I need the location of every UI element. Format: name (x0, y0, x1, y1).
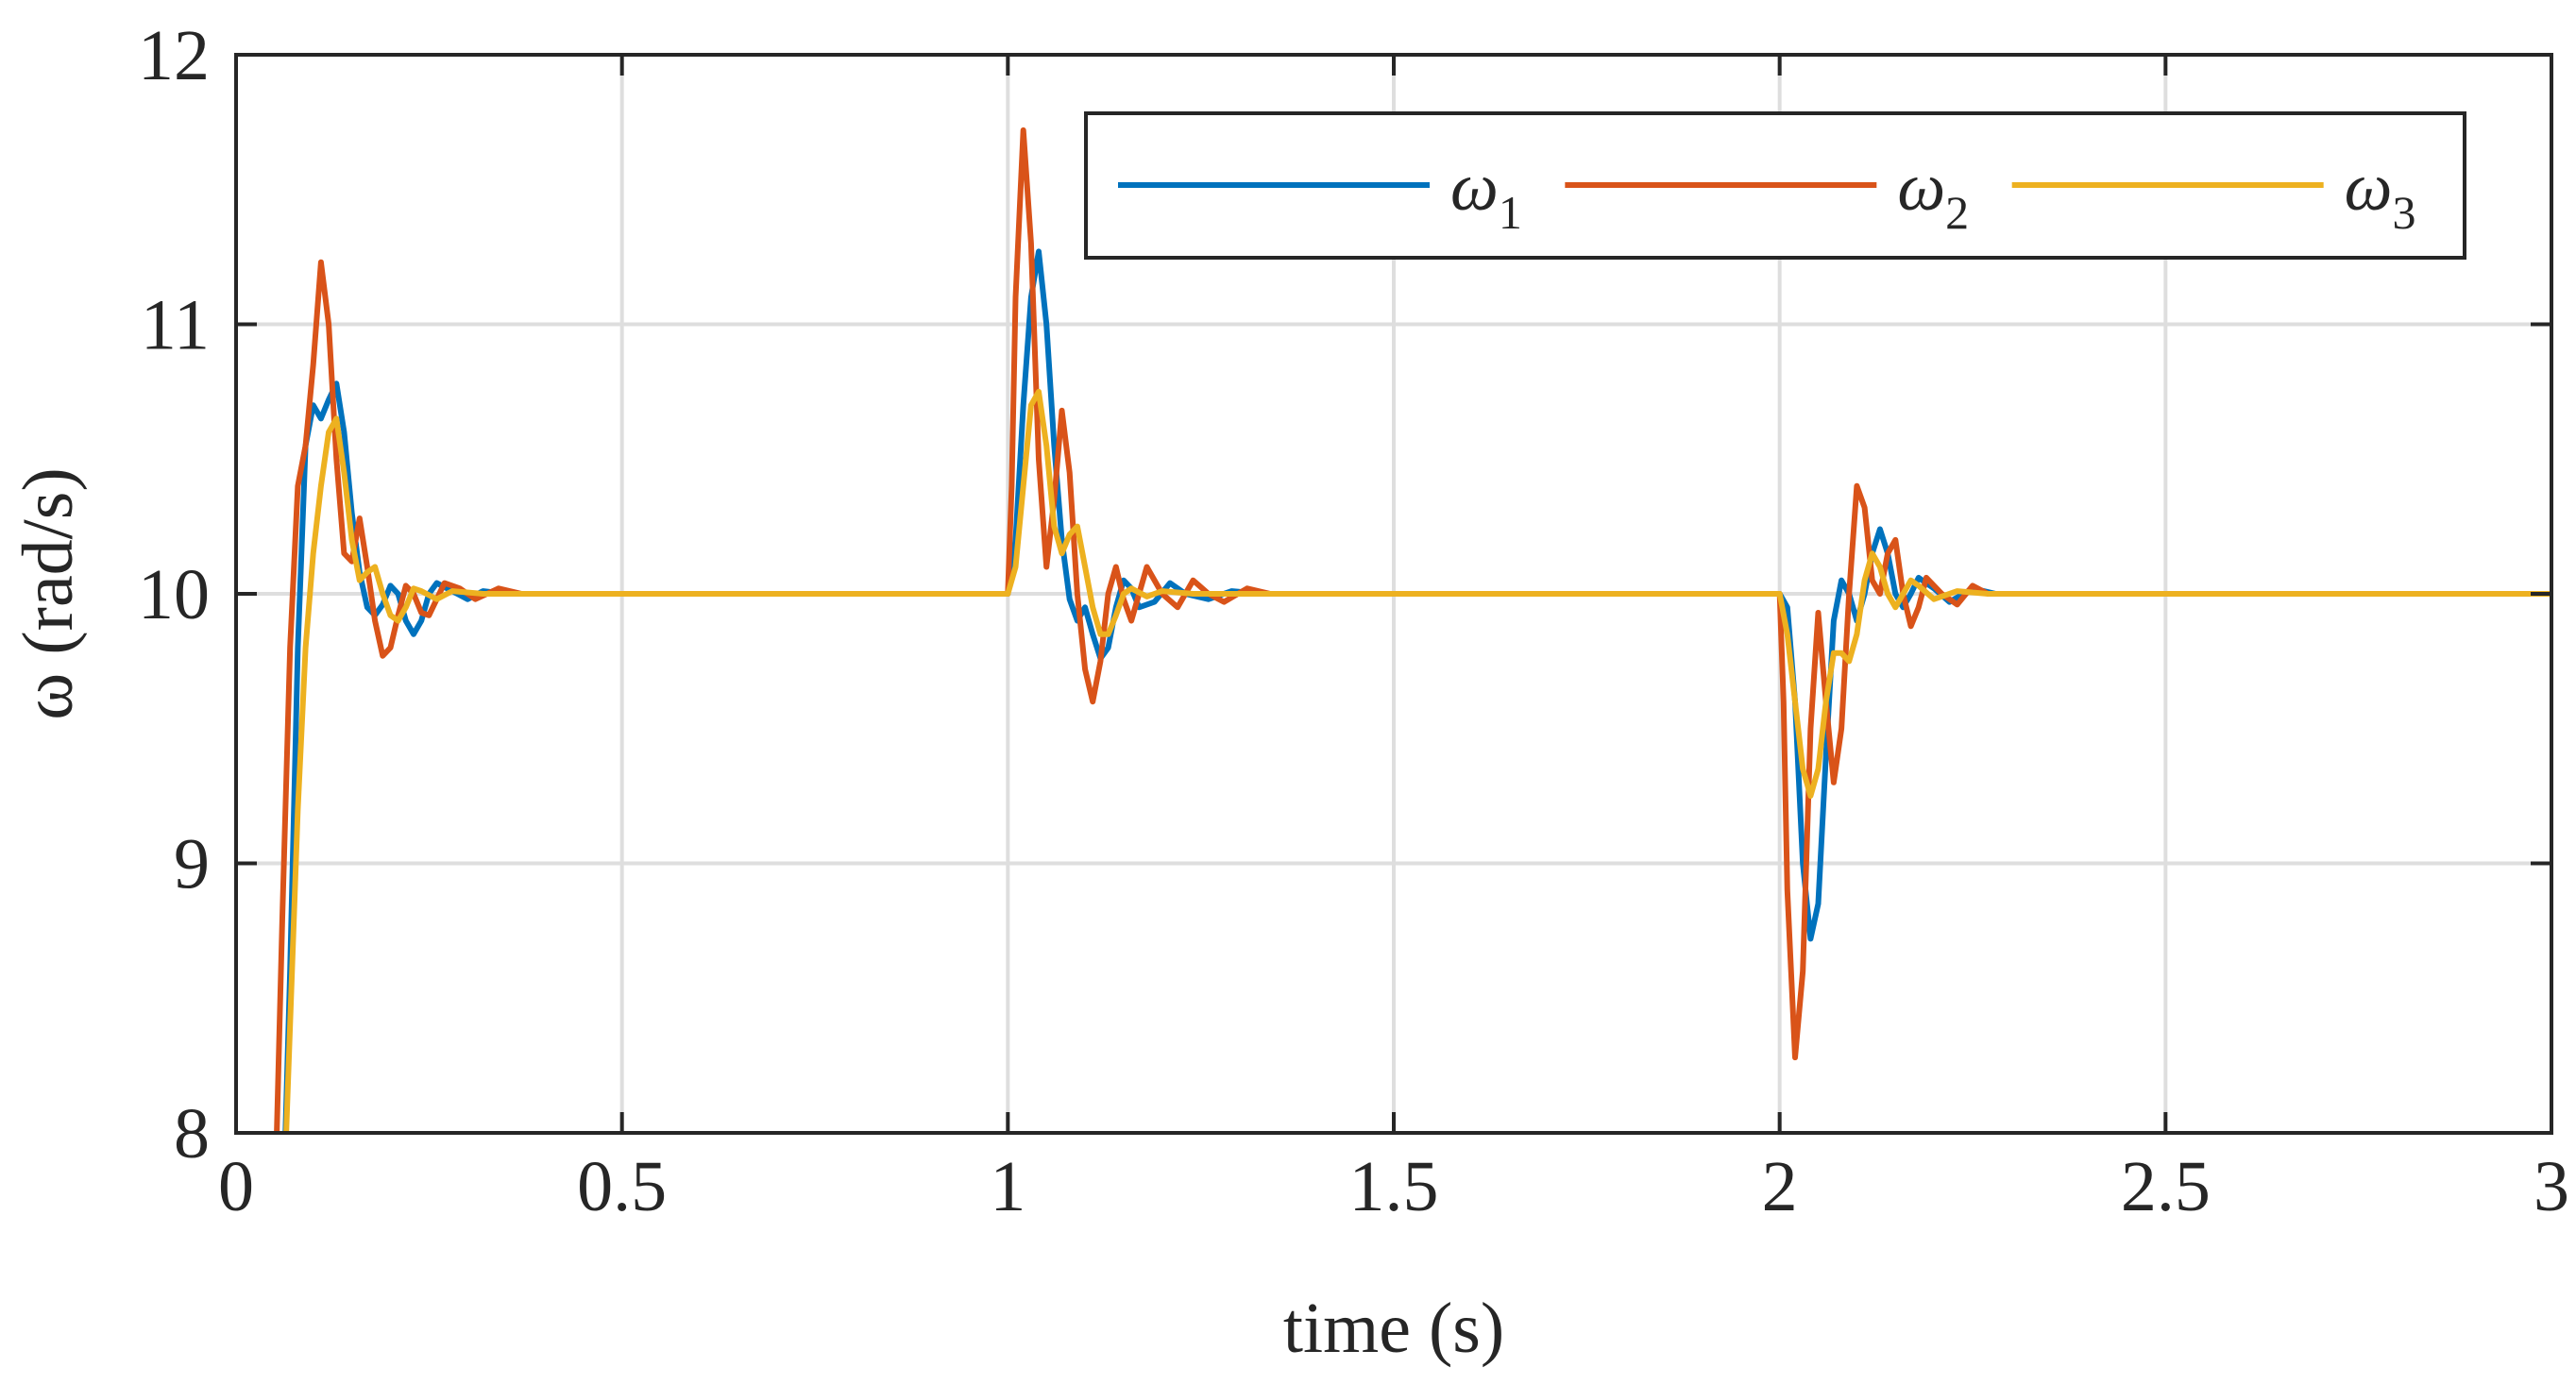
x-tick-label: 1.5 (1349, 1147, 1439, 1226)
series-line-1 (282, 248, 2551, 1133)
tick-marks (234, 53, 2553, 1135)
legend-label-1: ω1 (1450, 149, 1522, 239)
x-tick-label: 1 (990, 1147, 1025, 1226)
legend-label-2: ω2 (1897, 149, 1969, 239)
y-tick-labels: 8 9 10 11 12 (138, 16, 210, 1173)
y-tick-label: 11 (141, 286, 210, 365)
y-tick-label: 9 (174, 825, 210, 904)
y-axis-label: ω (rad/s) (8, 467, 88, 719)
y-tick-label: 10 (138, 555, 210, 634)
x-tick-labels: 0 0.5 1 1.5 2 2.5 3 (218, 1147, 2569, 1226)
x-tick-label: 2 (1762, 1147, 1798, 1226)
x-tick-label: 2.5 (2121, 1147, 2211, 1226)
series-line-2 (274, 127, 2551, 1133)
x-axis-label: time (s) (1283, 1289, 1504, 1368)
series-lines (274, 127, 2551, 1133)
series-line-3 (283, 388, 2551, 1133)
legend: ω1 ω2 ω3 (1084, 111, 2466, 260)
y-tick-label: 12 (138, 16, 210, 95)
x-tick-label: 0.5 (577, 1147, 667, 1226)
x-tick-label: 3 (2534, 1147, 2569, 1226)
legend-label-3: ω3 (2345, 149, 2416, 239)
y-tick-label: 8 (174, 1094, 210, 1173)
x-tick-label: 0 (218, 1147, 254, 1226)
